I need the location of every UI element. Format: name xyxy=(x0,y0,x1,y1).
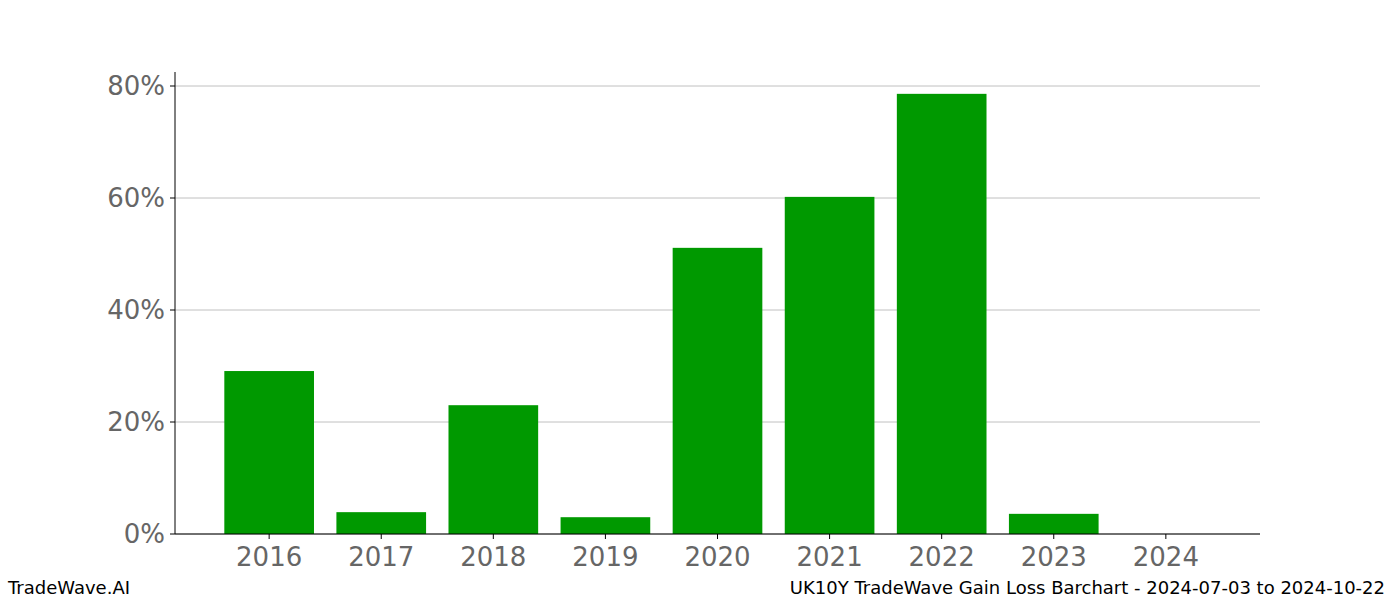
bar xyxy=(673,248,763,534)
x-tick-label: 2016 xyxy=(236,542,302,572)
x-axis xyxy=(175,534,1260,535)
title: UK10Y TradeWave Gain Loss Barchart - 202… xyxy=(790,577,1385,598)
x-tick xyxy=(493,534,494,539)
x-tick-label: 2022 xyxy=(909,542,975,572)
bars xyxy=(224,94,1098,534)
x-tick-label: 2018 xyxy=(460,542,526,572)
bar xyxy=(1009,514,1099,534)
x-tick xyxy=(941,534,942,539)
y-tick-label: 0% xyxy=(124,519,165,549)
x-tick xyxy=(717,534,718,539)
x-tick xyxy=(1165,534,1166,539)
x-tick-label: 2023 xyxy=(1021,542,1087,572)
y-tick xyxy=(170,422,175,423)
grid-line xyxy=(175,86,1260,87)
x-tick-label: 2021 xyxy=(797,542,863,572)
x-tick xyxy=(605,534,606,539)
x-tick-label: 2024 xyxy=(1133,542,1199,572)
y-tick xyxy=(170,534,175,535)
source: TradeWave.AI xyxy=(7,577,130,598)
x-tick xyxy=(381,534,382,539)
bar xyxy=(336,512,426,534)
y-tick xyxy=(170,86,175,87)
x-tick xyxy=(1053,534,1054,539)
bar xyxy=(561,517,651,534)
y-tick-label: 20% xyxy=(107,407,165,437)
y-tick-label: 80% xyxy=(107,71,165,101)
y-tick-label: 60% xyxy=(107,183,165,213)
bar xyxy=(448,405,538,534)
bar xyxy=(224,371,314,534)
chart: 0% 20% 40% 60% 80% 2016 2017 2018 2019 2020 2021 20… xyxy=(0,0,1400,600)
grid-line xyxy=(175,198,1260,199)
x-tick-label: 2019 xyxy=(572,542,638,572)
bar xyxy=(785,197,875,534)
y-tick xyxy=(170,310,175,311)
grid-line xyxy=(175,534,1260,535)
y-tick-label: 40% xyxy=(107,295,165,325)
y-axis xyxy=(175,72,176,534)
x-tick-label: 2017 xyxy=(348,542,414,572)
y-tick xyxy=(170,198,175,199)
x-tick xyxy=(829,534,830,539)
x-tick-label: 2020 xyxy=(684,542,750,572)
x-tick xyxy=(269,534,270,539)
bar xyxy=(897,94,987,534)
